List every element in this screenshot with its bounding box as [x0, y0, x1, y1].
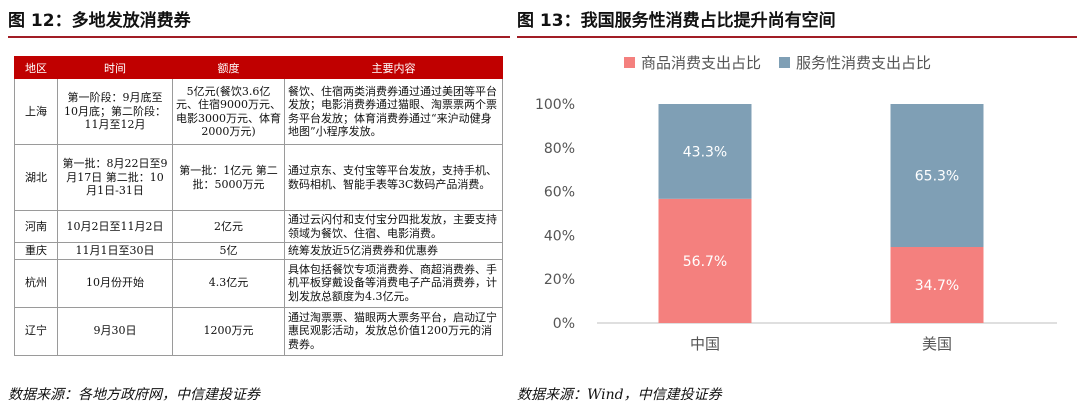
y-tick-label: 20% [544, 272, 575, 288]
cell-time: 11月1日至30日 [57, 242, 173, 260]
table-row: 上海 第一阶段：9月底至10月底；第二阶段：11月至12月 5亿元(餐饮3.6亿… [14, 78, 503, 145]
header-content: 主要内容 [284, 56, 503, 79]
cell-content: 餐饮、住宿两类消费券通过通过美团等平台发放；电影消费券通过猫眼、淘票票两个票务平… [284, 78, 503, 145]
table-row: 湖北 第一批：8月22日至9月17日 第二批：10月1日-31日 第一批：1亿元… [14, 144, 503, 211]
cell-amount: 1200万元 [172, 306, 285, 356]
cell-region: 重庆 [14, 242, 58, 260]
cell-region: 河南 [14, 210, 58, 243]
header-amount: 额度 [172, 56, 285, 79]
cell-time: 10月份开始 [57, 258, 173, 308]
cell-amount: 2亿元 [172, 210, 285, 243]
right-data-source: 数据来源：Wind，中信建投证券 [517, 387, 722, 403]
bar-services [890, 104, 984, 248]
service-consumption-chart: 0% 20% 40% 60% 80% 100% 56.7% 43.3% 中国 34.7% 65.3%… [535, 54, 1057, 353]
legend-swatch [624, 57, 635, 68]
bar-services [658, 104, 752, 199]
data-label: 43.3% [683, 144, 727, 160]
cell-region: 辽宁 [14, 306, 58, 356]
bar-goods [658, 198, 752, 323]
cell-content: 通过京东、支付宝等平台发放，支持手机、数码相机、智能手表等3C数码产品消费。 [284, 144, 503, 211]
y-tick-label: 100% [535, 97, 575, 113]
header-time: 时间 [57, 56, 173, 79]
table-row: 河南 10月2日至11月2日 2亿元 通过云闪付和支付宝分四批发放，主要支持领域… [14, 210, 503, 243]
coupon-table: 地区 时间 额度 主要内容 上海 第一阶段：9月底至10月底；第二阶段：11月至… [14, 56, 503, 356]
y-tick-label: 60% [544, 185, 575, 201]
legend-label: 商品消费支出占比 [641, 54, 761, 72]
left-figure-title: 图 12：多地发放消费券 [8, 11, 191, 31]
legend-swatch [779, 57, 790, 68]
legend-label: 服务性消费支出占比 [796, 54, 931, 72]
cell-time: 第一批：8月22日至9月17日 第二批：10月1日-31日 [57, 144, 173, 211]
cell-time: 第一阶段：9月底至10月底；第二阶段：11月至12月 [57, 78, 173, 145]
cell-content: 具体包括餐饮专项消费券、商超消费券、手机平板穿戴设备等消费电子产品消费券，计划发… [284, 258, 503, 308]
table-row: 杭州 10月份开始 4.3亿元 具体包括餐饮专项消费券、商超消费券、手机平板穿戴… [14, 258, 503, 308]
cell-region: 上海 [14, 78, 58, 145]
x-tick-label: 中国 [690, 335, 720, 353]
table-header-row: 地区 时间 额度 主要内容 [14, 56, 503, 79]
bar-goods [890, 247, 984, 323]
cell-content: 通过淘票票、猫眼两大票务平台，启动辽宁惠民观影活动，发放总价值1200万元的消费… [284, 306, 503, 356]
y-tick-label: 80% [544, 141, 575, 157]
y-tick-label: 0% [553, 316, 575, 332]
cell-amount: 5亿 [172, 242, 285, 260]
y-tick-label: 40% [544, 228, 575, 244]
left-data-source: 数据来源：各地方政府网，中信建投证券 [8, 387, 260, 403]
cell-content: 通过云闪付和支付宝分四批发放，主要支持领域为餐饮、住宿、电影消费。 [284, 210, 503, 243]
data-label: 56.7% [683, 254, 727, 270]
left-title-rule [8, 36, 510, 38]
right-figure-title: 图 13：我国服务性消费占比提升尚有空间 [517, 11, 836, 31]
data-label: 65.3% [915, 169, 959, 185]
table-row: 辽宁 9月30日 1200万元 通过淘票票、猫眼两大票务平台，启动辽宁惠民观影活… [14, 306, 503, 356]
cell-time: 9月30日 [57, 306, 173, 356]
cell-region: 杭州 [14, 258, 58, 308]
cell-region: 湖北 [14, 144, 58, 211]
data-label: 34.7% [915, 278, 959, 294]
table-row: 重庆 11月1日至30日 5亿 统筹发放近5亿消费券和优惠券 [14, 242, 503, 260]
x-tick-label: 美国 [922, 335, 952, 353]
coupon-table-container: 地区 时间 额度 主要内容 上海 第一阶段：9月底至10月底；第二阶段：11月至… [14, 56, 503, 356]
cell-amount: 5亿元(餐饮3.6亿元、住宿9000万元、电影3000万元、体育2000万元) [172, 78, 285, 145]
cell-content: 统筹发放近5亿消费券和优惠券 [284, 242, 503, 260]
right-title-rule [517, 36, 1077, 38]
header-region: 地区 [14, 56, 58, 79]
cell-amount: 4.3亿元 [172, 258, 285, 308]
cell-amount: 第一批：1亿元 第二批：5000万元 [172, 144, 285, 211]
cell-time: 10月2日至11月2日 [57, 210, 173, 243]
